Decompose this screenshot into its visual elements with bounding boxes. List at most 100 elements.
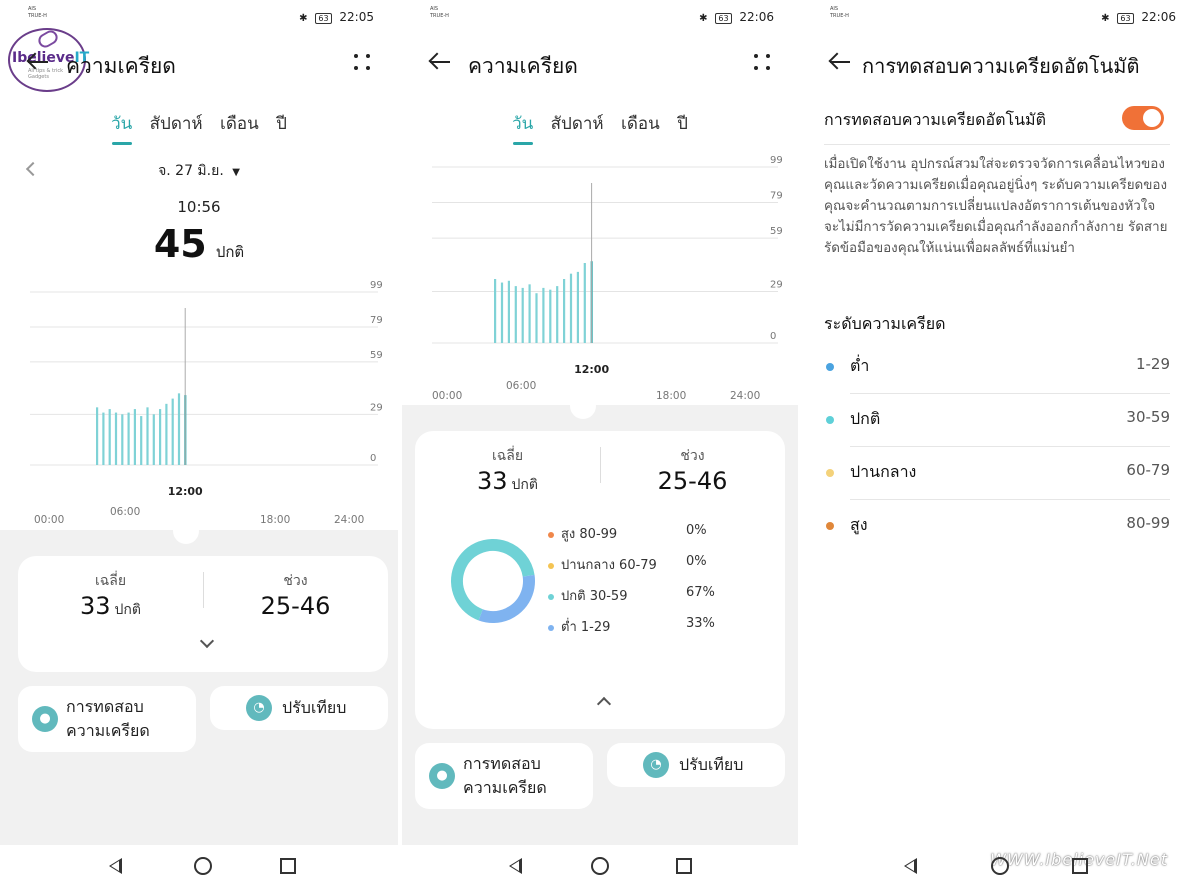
back-arrow-icon[interactable] <box>828 50 854 74</box>
chart-bar <box>121 414 124 465</box>
tab-week[interactable]: สัปดาห์ <box>149 114 203 134</box>
expand-chevron-icon[interactable] <box>199 633 215 649</box>
stress-test-button[interactable]: ● การทดสอบ ความเครียด <box>18 686 196 752</box>
nav-bar <box>802 845 1200 891</box>
back-arrow-icon[interactable] <box>428 50 454 74</box>
x-tick-label: 00:00 <box>432 390 462 402</box>
legend-label: สูง 80-99 <box>561 527 618 542</box>
period-tabs: วัน สัปดาห์ เดือน ปี <box>402 110 798 145</box>
nav-back-icon[interactable] <box>904 858 917 874</box>
level-dot <box>826 522 834 530</box>
summary-card: เฉลี่ย 33 ปกติ ช่วง 25-46 สูง 80-99 0% ปานก… <box>415 431 785 729</box>
status-right: ✱ 63 22:05 <box>299 10 374 24</box>
tab-month[interactable]: เดือน <box>220 114 259 134</box>
y-tick-label: 79 <box>370 315 383 326</box>
level-name: ต่ำ <box>850 356 870 375</box>
tab-day[interactable]: วัน <box>512 110 533 145</box>
legend-percent: 33% <box>686 616 715 631</box>
status-bar: AIS TRUE-H ✱ 63 22:06 <box>802 6 1200 28</box>
nav-recent-icon[interactable] <box>676 858 692 874</box>
nav-home-icon[interactable] <box>991 857 1009 875</box>
legend-item: ปานกลาง 60-79 0% <box>548 554 728 575</box>
level-dot <box>826 363 834 371</box>
calibrate-button[interactable]: ◔ ปรับเทียบ <box>210 686 388 730</box>
tab-month[interactable]: เดือน <box>621 114 660 134</box>
chart-bar <box>133 409 136 465</box>
dropdown-icon: ▼ <box>232 167 240 178</box>
person-icon: ● <box>429 763 455 789</box>
stress-value: 45 <box>153 222 207 266</box>
nav-recent-icon[interactable] <box>280 858 296 874</box>
stress-chart-day: 99 79 59 29 0 12:00 00:00 06:00 18:00 24:00 <box>402 155 798 405</box>
avg-label: เฉลี่ย <box>491 448 524 464</box>
legend-percent: 0% <box>686 554 707 569</box>
level-dot <box>826 469 834 477</box>
carrier-info: AIS TRUE-H <box>430 6 449 19</box>
calibrate-button[interactable]: ◔ ปรับเทียบ <box>607 743 785 787</box>
chart-bar <box>494 279 497 343</box>
collapse-chevron-icon[interactable] <box>596 696 612 712</box>
drag-handle[interactable] <box>173 518 199 544</box>
auto-test-toggle[interactable] <box>1122 106 1164 130</box>
selected-x-label: 12:00 <box>574 363 609 376</box>
chart-bar <box>542 287 545 343</box>
stat-divider <box>203 572 204 608</box>
gauge-icon: ◔ <box>643 752 669 778</box>
tab-year[interactable]: ปี <box>276 114 287 134</box>
stress-level-row: ปกติ 30-59 <box>824 395 1170 447</box>
x-tick-label: 24:00 <box>334 514 364 526</box>
more-menu-icon[interactable] <box>352 52 372 72</box>
status-bar: AIS TRUE-H ✱ 63 22:06 <box>402 6 798 28</box>
back-arrow-icon[interactable] <box>26 50 52 74</box>
period-tabs: วัน สัปดาห์ เดือน ปี <box>0 110 398 145</box>
nav-back-icon[interactable] <box>109 858 122 874</box>
chart-bar <box>500 282 504 343</box>
range-value: 25-46 <box>260 592 331 620</box>
drag-handle[interactable] <box>570 393 596 419</box>
divider <box>824 144 1170 145</box>
y-tick-label: 59 <box>770 226 783 237</box>
nav-home-icon[interactable] <box>194 857 212 875</box>
divider <box>850 393 1170 394</box>
levels-heading: ระดับความเครียด <box>824 314 946 333</box>
chart-bar <box>576 271 579 343</box>
gauge-icon: ◔ <box>246 695 272 721</box>
stress-level-row: สูง 80-99 <box>824 501 1170 553</box>
nav-back-icon[interactable] <box>509 858 522 874</box>
chart-bar <box>563 279 566 343</box>
chart-bar <box>152 414 155 465</box>
carrier-ais: AIS <box>28 6 37 12</box>
stress-status: ปกติ <box>215 243 245 261</box>
battery-icon: 63 <box>715 13 732 24</box>
y-tick-label: 99 <box>370 280 383 291</box>
stress-donut-chart <box>451 539 535 623</box>
avg-value: 33 ปกติ <box>476 467 538 495</box>
tab-week[interactable]: สัปดาห์ <box>550 114 604 134</box>
x-tick-label: 06:00 <box>110 506 140 518</box>
tab-year[interactable]: ปี <box>677 114 688 134</box>
stress-day-screen: AIS TRUE-H ✱ 63 22:05 IbelieveIT All tip… <box>0 0 398 891</box>
x-tick-label: 18:00 <box>260 514 290 526</box>
level-name: ปานกลาง <box>850 462 917 481</box>
legend-item: สูง 80-99 0% <box>548 523 728 544</box>
carrier-true: TRUE-H <box>28 13 47 19</box>
nav-home-icon[interactable] <box>591 857 609 875</box>
more-menu-icon[interactable] <box>752 52 772 72</box>
tab-day[interactable]: วัน <box>111 110 132 145</box>
nav-recent-icon[interactable] <box>1072 858 1088 874</box>
auto-test-label: การทดสอบความเครียดอัตโนมัติ <box>824 110 1046 129</box>
chart-bar <box>108 409 111 465</box>
chart-bar <box>171 398 174 465</box>
legend-dot <box>548 531 554 538</box>
chart-bar <box>102 412 105 465</box>
y-tick-label: 29 <box>370 402 383 413</box>
stress-level-row: ต่ำ 1-29 <box>824 342 1170 394</box>
date-selector[interactable]: จ. 27 มิ.ย. ▼ <box>0 160 398 182</box>
chart-bar <box>159 409 162 465</box>
avg-label: เฉลี่ย <box>94 573 127 589</box>
page-title: ความเครียด <box>66 54 176 78</box>
chart-bar <box>127 412 130 465</box>
x-tick-label: 24:00 <box>730 390 760 402</box>
stress-test-button[interactable]: ● การทดสอบ ความเครียด <box>415 743 593 809</box>
battery-icon: 63 <box>315 13 332 24</box>
